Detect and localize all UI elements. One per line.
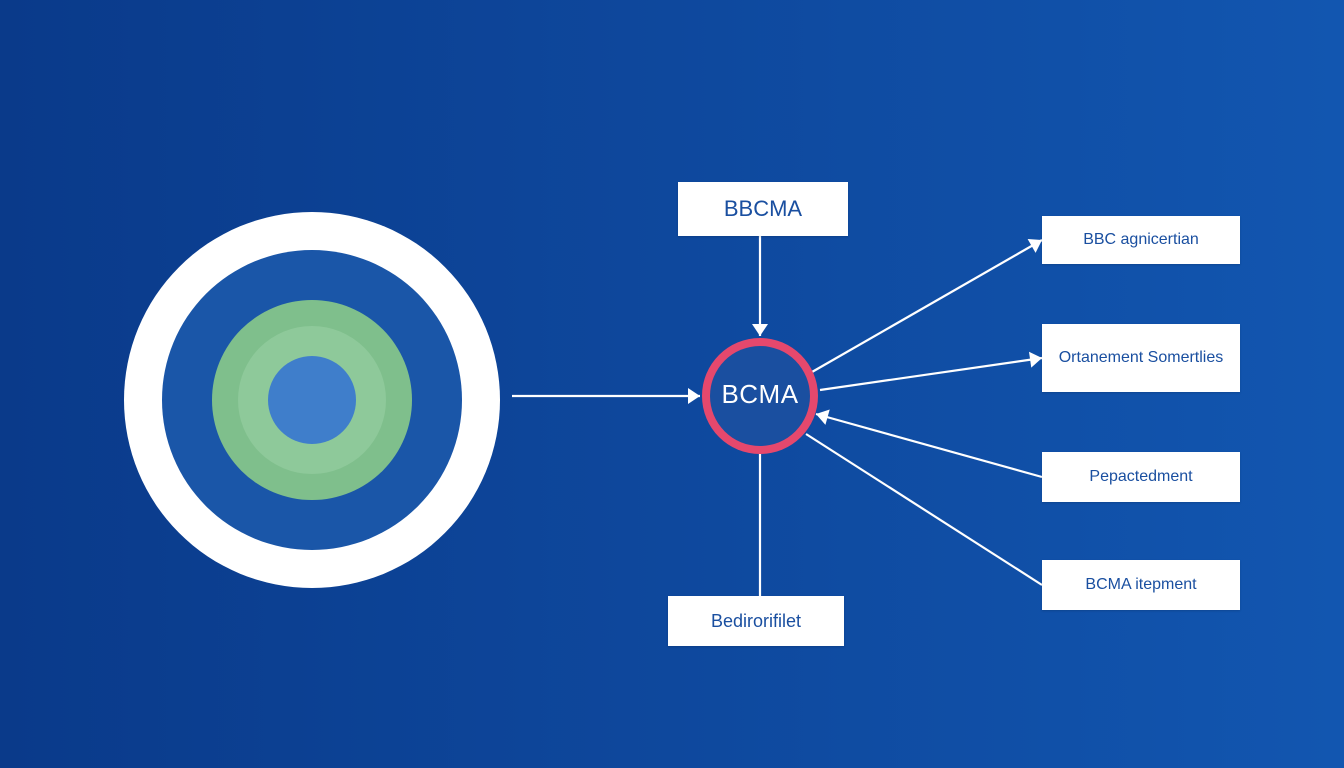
node-label-right-2: Pepactedment [1089,467,1192,487]
node-label-top: BBCMA [724,195,802,223]
hub-label: BCMA [690,379,830,410]
node-box-right-3: BCMA itepment [1042,560,1240,610]
node-box-right-2: Pepactedment [1042,452,1240,502]
node-label-right-1: Ortanement Somertlies [1059,348,1224,368]
diagram-canvas: BBCMA Bedirorifilet BBC agnicertian Orta… [0,0,1344,768]
node-box-top: BBCMA [678,182,848,236]
target-icon [124,212,500,588]
node-box-right-0: BBC agnicertian [1042,216,1240,264]
connector-arrows [512,236,1042,596]
node-label-right-3: BCMA itepment [1085,575,1196,595]
node-box-bottom: Bedirorifilet [668,596,844,646]
hub-label-text: BCMA [721,379,798,409]
node-label-bottom: Bedirorifilet [711,610,801,633]
node-box-right-1: Ortanement Somertlies [1042,324,1240,392]
node-label-right-0: BBC agnicertian [1083,230,1199,250]
